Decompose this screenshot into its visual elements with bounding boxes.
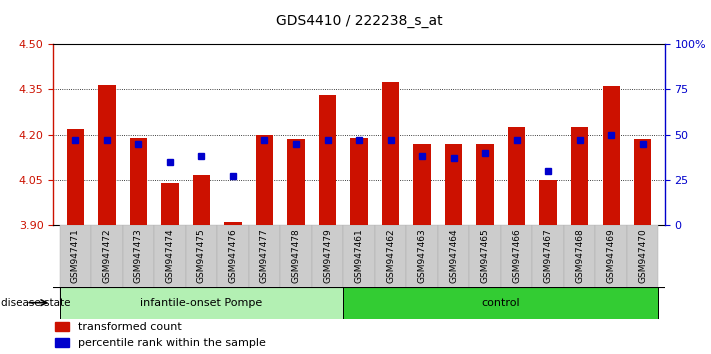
Text: GSM947467: GSM947467 xyxy=(544,229,552,284)
Bar xyxy=(98,85,116,225)
Bar xyxy=(91,225,123,303)
Bar xyxy=(123,225,154,303)
Text: control: control xyxy=(481,298,520,308)
Bar xyxy=(60,287,343,319)
Bar xyxy=(186,225,218,303)
Bar xyxy=(533,225,564,303)
Bar xyxy=(154,225,186,303)
Bar xyxy=(218,225,249,303)
Bar xyxy=(602,86,620,225)
Bar xyxy=(249,225,280,303)
Bar xyxy=(627,225,658,303)
Bar xyxy=(130,137,147,225)
Text: GSM947470: GSM947470 xyxy=(638,229,647,284)
Text: GSM947462: GSM947462 xyxy=(386,229,395,283)
Bar xyxy=(406,225,438,303)
Bar xyxy=(571,127,589,225)
Text: GSM947477: GSM947477 xyxy=(260,229,269,284)
Text: GSM947469: GSM947469 xyxy=(606,229,616,284)
Bar xyxy=(508,127,525,225)
Bar xyxy=(501,225,533,303)
Bar xyxy=(413,143,431,225)
Text: GSM947474: GSM947474 xyxy=(166,229,174,283)
Text: GSM947476: GSM947476 xyxy=(228,229,237,284)
Bar xyxy=(224,222,242,225)
Text: GSM947468: GSM947468 xyxy=(575,229,584,284)
Bar xyxy=(595,225,627,303)
Bar xyxy=(634,139,651,225)
Bar xyxy=(382,82,400,225)
Bar xyxy=(193,175,210,225)
Bar xyxy=(67,129,84,225)
Text: GDS4410 / 222238_s_at: GDS4410 / 222238_s_at xyxy=(276,14,442,28)
Text: GSM947479: GSM947479 xyxy=(323,229,332,284)
Text: GSM947471: GSM947471 xyxy=(71,229,80,284)
Bar xyxy=(540,179,557,225)
Text: GSM947461: GSM947461 xyxy=(355,229,363,284)
Text: infantile-onset Pompe: infantile-onset Pompe xyxy=(140,298,262,308)
Text: GSM947466: GSM947466 xyxy=(512,229,521,284)
Bar xyxy=(161,183,178,225)
Bar xyxy=(351,137,368,225)
Bar xyxy=(469,225,501,303)
Text: GSM947478: GSM947478 xyxy=(292,229,301,284)
Text: GSM947475: GSM947475 xyxy=(197,229,206,284)
Bar xyxy=(256,135,273,225)
Bar xyxy=(564,225,595,303)
Bar xyxy=(280,225,312,303)
Bar xyxy=(445,143,462,225)
Text: GSM947465: GSM947465 xyxy=(481,229,490,284)
Text: GSM947463: GSM947463 xyxy=(417,229,427,284)
Bar xyxy=(60,225,91,303)
Text: GSM947464: GSM947464 xyxy=(449,229,458,283)
Bar xyxy=(343,225,375,303)
Bar xyxy=(438,225,469,303)
Text: GSM947473: GSM947473 xyxy=(134,229,143,284)
Text: GSM947472: GSM947472 xyxy=(102,229,112,283)
Bar xyxy=(287,139,305,225)
Bar xyxy=(312,225,343,303)
Bar xyxy=(319,95,336,225)
Bar xyxy=(476,143,494,225)
Legend: transformed count, percentile rank within the sample: transformed count, percentile rank withi… xyxy=(55,322,265,348)
Bar xyxy=(343,287,658,319)
Bar xyxy=(375,225,406,303)
Text: disease state: disease state xyxy=(1,298,71,308)
